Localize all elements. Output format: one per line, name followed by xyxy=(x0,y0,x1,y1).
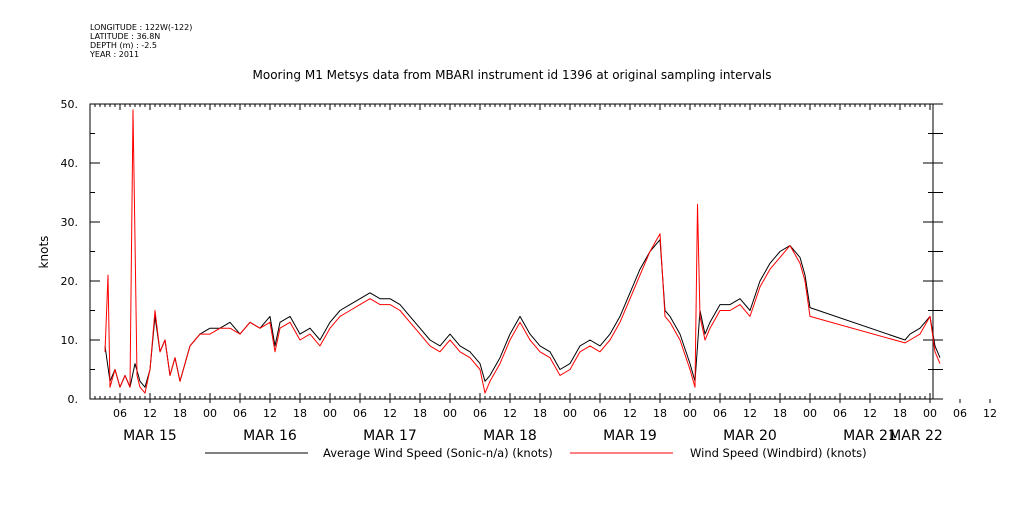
x-tick-label: 00 xyxy=(803,407,817,420)
meta-year: YEAR : 2011 xyxy=(89,50,139,59)
x-tick-label: 18 xyxy=(533,407,547,420)
x-tick-label: 06 xyxy=(953,407,967,420)
y-tick-label: 30. xyxy=(61,216,79,229)
axis-ticks xyxy=(90,104,1009,403)
x-day-label: MAR 16 xyxy=(243,428,297,444)
x-tick-label: 12 xyxy=(383,407,397,420)
meta-longitude: LONGITUDE : 122W(-122) xyxy=(90,23,192,32)
legend-label-average-wind: Average Wind Speed (Sonic-n/a) (knots) xyxy=(323,446,553,460)
x-tick-label: 06 xyxy=(233,407,247,420)
x-tick-label: 18 xyxy=(173,407,187,420)
x-day-label: MAR 19 xyxy=(603,428,657,444)
meta-depth: DEPTH (m) : -2.5 xyxy=(90,41,157,50)
x-tick-label: 00 xyxy=(563,407,577,420)
x-day-label: MAR 20 xyxy=(723,428,777,444)
x-tick-label: 06 xyxy=(833,407,847,420)
meta-latitude: LATITUDE : 36.8N xyxy=(90,32,160,41)
x-day-label: MAR 17 xyxy=(363,428,417,444)
x-tick-label: 12 xyxy=(983,407,997,420)
x-tick-label: 12 xyxy=(143,407,157,420)
x-tick-label: 00 xyxy=(203,407,217,420)
series-lines xyxy=(105,110,940,393)
x-tick-label: 00 xyxy=(323,407,337,420)
x-tick-label: 18 xyxy=(773,407,787,420)
x-tick-label: 12 xyxy=(863,407,877,420)
x-tick-label: 12 xyxy=(743,407,757,420)
x-tick-label: 00 xyxy=(443,407,457,420)
x-tick-label: 06 xyxy=(713,407,727,420)
x-tick-label: 00 xyxy=(683,407,697,420)
y-tick-label: 50. xyxy=(61,98,79,111)
legend: Average Wind Speed (Sonic-n/a) (knots) W… xyxy=(205,446,867,460)
y-tick-label: 20. xyxy=(61,275,79,288)
x-day-label: MAR 18 xyxy=(483,428,537,444)
y-tick-label: 10. xyxy=(61,334,79,347)
x-tick-label: 18 xyxy=(893,407,907,420)
x-tick-label: 12 xyxy=(623,407,637,420)
x-tick-label: 06 xyxy=(113,407,127,420)
x-tick-label: 06 xyxy=(473,407,487,420)
y-tick-label: 0. xyxy=(68,393,79,406)
series-average-wind-line xyxy=(105,240,940,388)
metadata-block: LONGITUDE : 122W(-122) LATITUDE : 36.8N … xyxy=(89,23,192,59)
x-tick-label: 18 xyxy=(653,407,667,420)
y-tick-label: 40. xyxy=(61,157,79,170)
axis-labels: 06 12 18 00 06 12 18 00 06 12 18 00 06 12 18 00 06 12 18 00… xyxy=(61,98,1009,444)
y-axis-label: knots xyxy=(37,236,51,269)
x-day-label: MAR 22 xyxy=(889,428,943,444)
x-tick-label: 18 xyxy=(293,407,307,420)
x-day-label: MAR 15 xyxy=(123,428,177,444)
x-tick-label: 00 xyxy=(923,407,937,420)
x-tick-label: 12 xyxy=(263,407,277,420)
x-tick-label: 18 xyxy=(413,407,427,420)
x-tick-label: 06 xyxy=(593,407,607,420)
series-windbird-line xyxy=(105,110,940,393)
x-tick-label: 06 xyxy=(353,407,367,420)
legend-label-windbird: Wind Speed (Windbird) (knots) xyxy=(690,446,867,460)
chart-title: Mooring M1 Metsys data from MBARI instru… xyxy=(253,68,772,82)
plot-frame xyxy=(90,104,933,399)
x-tick-label: 12 xyxy=(503,407,517,420)
